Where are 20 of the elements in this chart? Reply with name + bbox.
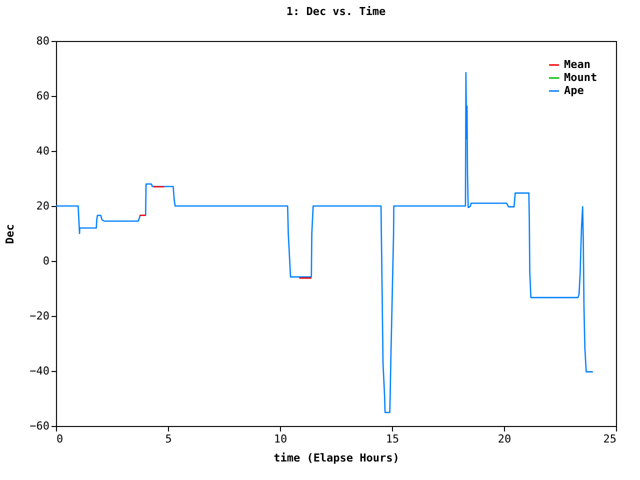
legend-label: Ape xyxy=(564,84,584,97)
legend-label: Mount xyxy=(564,71,598,84)
y-tick-label: −40 xyxy=(30,364,50,378)
x-tick-label: 20 xyxy=(498,432,512,446)
y-tick-label: 0 xyxy=(42,254,50,268)
y-tick-label: 80 xyxy=(36,34,50,48)
y-tick-label: −20 xyxy=(30,310,50,322)
y-tick-label: 60 xyxy=(36,90,50,102)
chart-title: 1: Dec vs. Time xyxy=(286,5,386,18)
y-tick-label: −60 xyxy=(30,420,50,432)
legend-label: Mean xyxy=(564,58,590,71)
x-axis-title: time (Elapse Hours) xyxy=(274,452,400,464)
x-tick-label: 25 xyxy=(603,432,616,446)
x-tick-label: 0 xyxy=(56,432,64,446)
x-tick-label: 10 xyxy=(274,432,288,446)
y-tick-label: 20 xyxy=(36,200,50,212)
y-axis-title: Dec xyxy=(4,224,17,244)
x-tick-label: 5 xyxy=(165,432,172,446)
x-tick-label: 15 xyxy=(386,432,400,446)
y-tick-label: 40 xyxy=(36,144,50,158)
